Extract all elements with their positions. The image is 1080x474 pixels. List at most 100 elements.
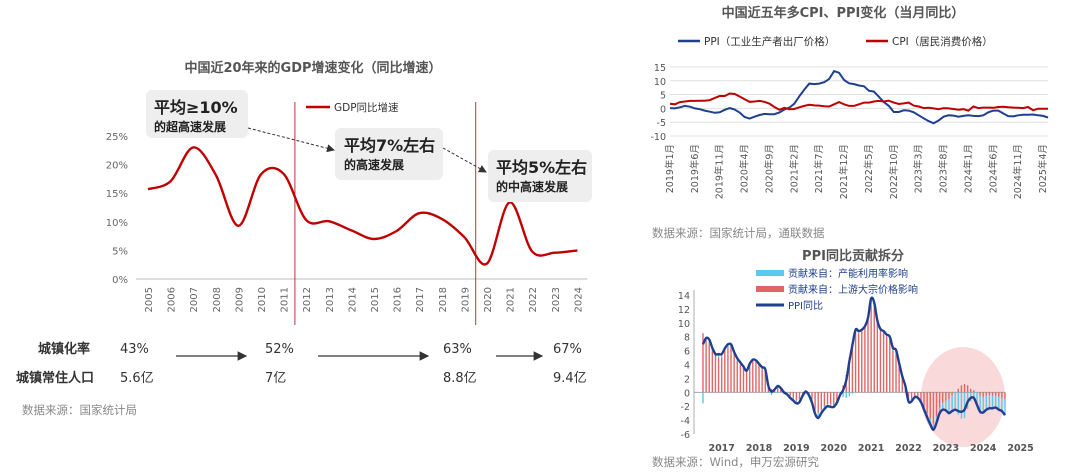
cpi-y-tick-label: 0 <box>660 104 666 115</box>
capacity-bar <box>973 392 975 400</box>
gdp-y-tick-label: 0% <box>112 275 128 286</box>
commodity-legend-swatch <box>756 286 784 292</box>
commodity-bar <box>867 319 869 393</box>
callout-arrows <box>247 127 487 173</box>
ppi-y-tick-label: -6 <box>681 430 690 441</box>
callout-box <box>488 150 592 202</box>
commodity-bar <box>1001 392 1003 398</box>
commodity-bar <box>857 333 860 393</box>
gdp-y-tick-label: 15% <box>106 189 128 200</box>
commodity-bar <box>745 371 748 393</box>
cpi-x-tick-label: 2024年11月 <box>1012 144 1024 199</box>
gdp-x-tick-label: 2015 <box>370 287 381 312</box>
cpi-y-tick-label: 10 <box>654 77 666 88</box>
commodity-bar <box>833 392 835 405</box>
capacity-bar <box>963 392 966 419</box>
capacity-bar <box>991 395 994 409</box>
cpi-x-tick-label: 2021年2月 <box>788 144 800 193</box>
gdp-x-tick-label: 2024 <box>573 287 584 312</box>
commodity-bar <box>720 357 723 393</box>
commodity-bar <box>907 392 910 400</box>
commodity-bar <box>755 361 757 393</box>
commodity-bar <box>711 350 714 393</box>
capacity-bar <box>988 395 991 409</box>
cpi-x-tick-label: 2021年12月 <box>838 144 850 199</box>
commodity-bar <box>920 392 922 401</box>
capacity-bar <box>982 397 984 413</box>
commodity-bar <box>798 392 801 400</box>
urban-population-value: 8.8亿 <box>443 371 477 386</box>
gdp-x-tick-label: 2009 <box>234 287 245 312</box>
commodity-bar <box>764 371 766 393</box>
capacity-bar <box>845 392 847 398</box>
gdp-x-tick-label: 2008 <box>212 287 223 312</box>
commodity-bar <box>879 329 882 393</box>
gdp-title: 中国近20年来的GDP增速变化（同比增速） <box>184 60 441 76</box>
commodity-bar <box>926 392 928 414</box>
gdp-series <box>147 146 578 266</box>
commodity-bar <box>945 392 947 401</box>
cpi-ppi-series <box>669 69 1049 125</box>
commodity-bar <box>814 392 816 410</box>
capacity-bar <box>848 392 851 397</box>
commodity-bar <box>829 392 832 405</box>
ppi-x-tick-label: 2021 <box>858 443 884 454</box>
ppi-decomp-panel: PPI同比贡献拆分 贡献来自：产能利用率影响 贡献来自：上游大宗价格影响 PPI… <box>640 248 1080 474</box>
ppi-decomp-legend: 贡献来自：产能利用率影响 贡献来自：上游大宗价格影响 PPI同比 <box>756 267 918 312</box>
gdp-x-tick-label: 2017 <box>415 287 426 312</box>
cpi-ppi-chart: 中国近五年多CPI、PPI变化（当月同比） PPI（工业生产者出厂价格） CPI… <box>650 5 1049 240</box>
gdp-dividers <box>294 102 477 325</box>
urban-population-value: 7亿 <box>265 371 286 386</box>
capacity-bar <box>777 392 779 393</box>
ppi-decomp-source: 数据来源：Wind，申万宏源研究 <box>652 455 819 469</box>
ppi-y-tick-label: 0 <box>684 388 690 399</box>
commodity-bar <box>929 392 931 419</box>
capacity-bar <box>717 354 720 358</box>
gdp-source: 数据来源：国家统计局 <box>22 403 137 417</box>
cpi-x-tick-label: 2022年10月 <box>888 144 900 199</box>
cpi-x-tick-label: 2021年7月 <box>813 144 825 193</box>
urbanization-rate-value: 43% <box>120 342 149 357</box>
ppi-y-tick-label: 2 <box>684 374 690 385</box>
commodity-bar <box>951 392 953 396</box>
commodity-bar <box>733 354 735 393</box>
commodity-bar <box>864 326 866 393</box>
urbanization-rate-value: 52% <box>265 342 294 357</box>
commodity-bar <box>882 333 885 393</box>
ppi-x-tick-label: 2022 <box>895 443 921 454</box>
capacity-bar <box>932 423 935 430</box>
urbanization-rate-value: 63% <box>443 342 472 357</box>
cpi-ppi-axes: -10 -5 0 5 10 15 2019年1月 2019年6月 2019年11月 2020年4月… <box>650 63 1049 199</box>
ppi-x-tick-label: 2019 <box>783 443 809 454</box>
urbanization-rate-value: 67% <box>553 342 582 357</box>
commodity-bar <box>758 364 760 393</box>
gdp-y-tick-label: 20% <box>106 161 128 172</box>
commodity-bar <box>826 392 829 405</box>
cpi-y-tick-label: -10 <box>650 132 666 143</box>
ppi-y-tick-label: 12 <box>678 305 690 316</box>
urbanization-table: 城镇化率 城镇常住人口 43% 52% 63% 67% 5.6亿 7亿 8.8亿… <box>16 341 587 386</box>
commodity-bar <box>889 340 891 393</box>
callout-box <box>146 90 248 138</box>
commodity-bar <box>854 333 857 393</box>
callout-high: 平均7%左右 的高速发展 <box>335 128 443 180</box>
gdp-y-tick-label: 10% <box>106 218 128 229</box>
commodity-bar <box>885 336 888 393</box>
capacity-bar <box>770 392 773 396</box>
commodity-bar <box>923 392 925 408</box>
ppi-x-tick-label: 2025 <box>1007 443 1033 454</box>
capacity-bar <box>998 396 1000 410</box>
ppi-decomp-series <box>701 296 1006 431</box>
commodity-bar <box>942 392 944 403</box>
commodity-bar <box>998 392 1000 397</box>
cpi-x-tick-label: 2019年6月 <box>689 144 701 193</box>
callout-sub-text: 的高速发展 <box>344 157 404 172</box>
commodity-bar <box>823 392 826 407</box>
commodity-legend-label: 贡献来自：上游大宗价格影响 <box>788 283 918 296</box>
commodity-bar <box>898 364 900 393</box>
gdp-legend: GDP同比增速 <box>306 101 399 114</box>
ppi-x-tick-label: 2020 <box>821 443 848 454</box>
callout-big-text: 平均5%左右 <box>496 158 587 177</box>
commodity-bar <box>848 357 851 393</box>
commodity-bar <box>727 347 729 393</box>
